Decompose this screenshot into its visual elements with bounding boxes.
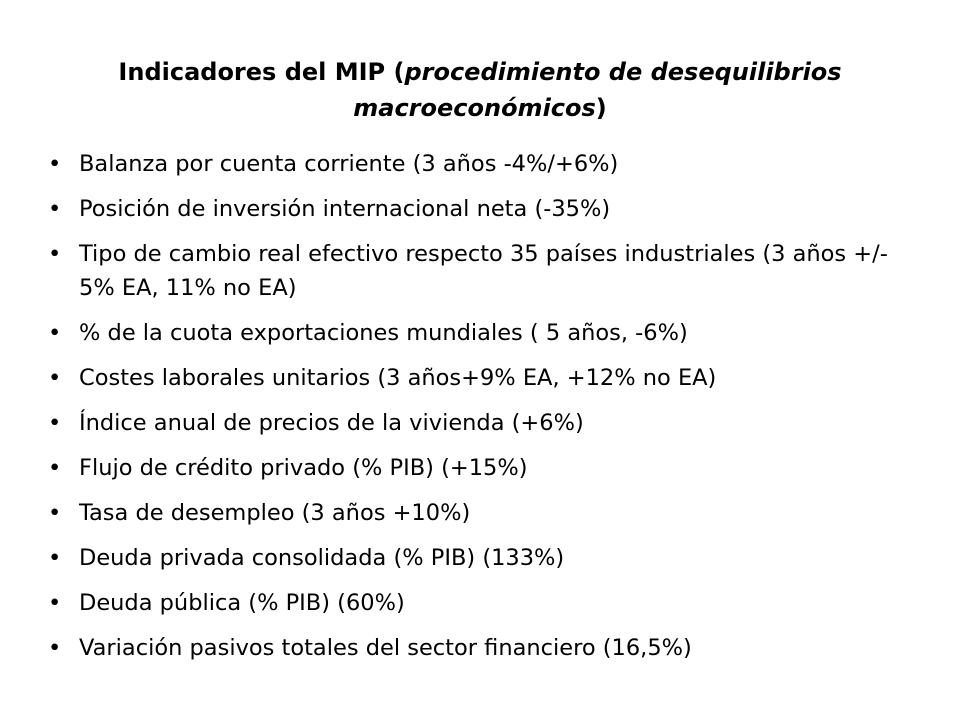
bullet-item: • Tipo de cambio real efectivo respecto 3… bbox=[48, 237, 908, 305]
bullet-item: • Deuda privada consolidada (% PIB) (133%… bbox=[48, 541, 908, 575]
bullet-text: Flujo de crédito privado (% PIB) (+15%) bbox=[79, 455, 528, 481]
bullet-icon: • bbox=[48, 455, 62, 481]
bullet-text: Índice anual de precios de la vivienda (… bbox=[79, 410, 584, 436]
bullet-text: Costes laborales unitarios (3 años+9% EA… bbox=[79, 365, 717, 391]
bullet-text: Deuda privada consolidada (% PIB) (133%) bbox=[79, 545, 565, 571]
bullet-text: Tasa de desempleo (3 años +10%) bbox=[79, 500, 471, 526]
bullet-item: • Índice anual de precios de la vivienda … bbox=[48, 406, 908, 440]
bullet-list: • Balanza por cuenta corriente (3 años -4… bbox=[48, 147, 908, 676]
title-prefix: Indicadores del MIP ( bbox=[118, 58, 405, 86]
title-italic: procedimiento de desequilibrios macroeco… bbox=[353, 58, 842, 122]
title-suffix: ) bbox=[595, 94, 607, 122]
bullet-icon: • bbox=[48, 545, 62, 571]
bullet-icon: • bbox=[48, 320, 62, 346]
bullet-text: Posición de inversión internacional neta… bbox=[79, 196, 611, 222]
bullet-item: • Balanza por cuenta corriente (3 años -4… bbox=[48, 147, 908, 181]
bullet-text: Tipo de cambio real efectivo respecto 35… bbox=[79, 241, 888, 301]
bullet-icon: • bbox=[48, 151, 62, 177]
bullet-item: • % de la cuota exportaciones mundiales (… bbox=[48, 316, 908, 350]
bullet-item: • Variación pasivos totales del sector fi… bbox=[48, 631, 908, 665]
bullet-icon: • bbox=[48, 635, 62, 661]
bullet-text: Deuda pública (% PIB) (60%) bbox=[79, 590, 405, 616]
bullet-icon: • bbox=[48, 500, 62, 526]
bullet-text: Balanza por cuenta corriente (3 años -4%… bbox=[79, 151, 619, 177]
bullet-icon: • bbox=[48, 410, 62, 436]
bullet-item: • Deuda pública (% PIB) (60%) bbox=[48, 586, 908, 620]
slide-title: Indicadores del MIP (procedimiento de de… bbox=[80, 54, 880, 126]
bullet-icon: • bbox=[48, 590, 62, 616]
bullet-item: • Flujo de crédito privado (% PIB) (+15%) bbox=[48, 451, 908, 485]
bullet-text: Variación pasivos totales del sector fin… bbox=[79, 635, 692, 661]
bullet-icon: • bbox=[48, 196, 62, 222]
bullet-text: % de la cuota exportaciones mundiales ( … bbox=[79, 320, 688, 346]
bullet-item: • Posición de inversión internacional net… bbox=[48, 192, 908, 226]
bullet-icon: • bbox=[48, 365, 62, 391]
bullet-item: • Tasa de desempleo (3 años +10%) bbox=[48, 496, 908, 530]
bullet-icon: • bbox=[48, 241, 62, 267]
bullet-item: • Costes laborales unitarios (3 años+9% E… bbox=[48, 361, 908, 395]
